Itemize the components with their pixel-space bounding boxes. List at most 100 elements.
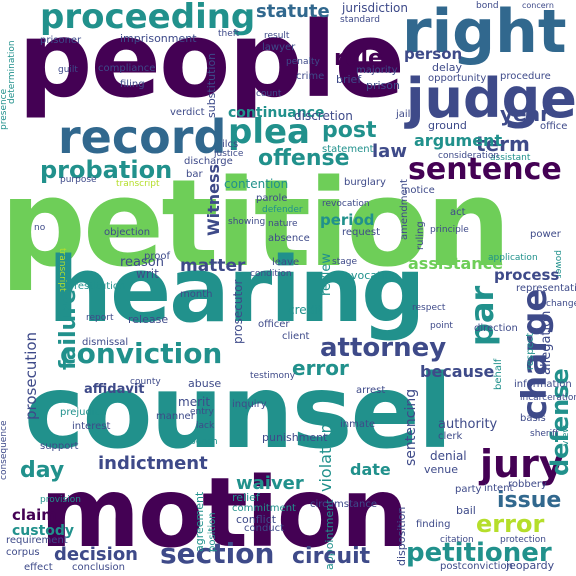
- word-count: consideration: [438, 151, 500, 161]
- word-petition: petition: [0, 155, 511, 294]
- word-jeopardy: jeopardy: [506, 559, 555, 572]
- word-respect: point: [430, 321, 453, 331]
- word-officer: condition: [250, 269, 292, 279]
- word-direction: change: [546, 299, 576, 309]
- word-objection: objection: [104, 227, 151, 238]
- word-prisoner: prisoner: [40, 35, 82, 46]
- word-continuance: continuance: [228, 105, 325, 121]
- word-finding: finding: [416, 519, 451, 530]
- word-assistance: assistance: [408, 254, 504, 273]
- word-law: law: [372, 141, 407, 162]
- word-month: leave: [272, 257, 300, 268]
- word-term: term: [476, 132, 530, 156]
- word-jurisdiction: jurisdiction: [342, 1, 408, 15]
- word-custody: custody: [12, 523, 75, 539]
- word-no: no: [34, 223, 46, 233]
- word-provision: provision: [40, 495, 81, 505]
- word-consideration: assistant: [490, 153, 531, 163]
- word-hearing: hearing: [48, 238, 426, 343]
- word-bail: bail: [456, 504, 476, 517]
- word-showing: showing: [228, 217, 266, 227]
- word-lack: lack: [196, 421, 215, 431]
- word-absence: absence: [268, 233, 310, 244]
- word-theft: theft: [218, 29, 240, 39]
- word-inquiry: inquiry: [232, 399, 267, 410]
- word-basis: information: [514, 379, 572, 390]
- word-support: support: [40, 441, 79, 452]
- word-corpus: corpus: [6, 547, 40, 558]
- word-reason: reason: [120, 255, 164, 270]
- word-clerk: clerk: [438, 431, 463, 442]
- word-proceeding: proceeding: [40, 0, 256, 37]
- word-act: principle: [430, 225, 469, 235]
- word-jail: jail: [396, 109, 411, 120]
- word-conduct: conduct: [244, 523, 285, 534]
- word-credit: credit: [288, 303, 323, 317]
- word-abuse: abuse: [188, 377, 222, 390]
- word-restitution: restitution: [74, 281, 126, 292]
- word-behalf: respect: [412, 303, 446, 313]
- word-opportunity: opportunity: [428, 73, 487, 84]
- word-judge: judge: [406, 67, 576, 130]
- word-bench: report: [86, 313, 114, 323]
- word-verdict: verdict: [170, 107, 205, 118]
- word-procedure: procedure: [500, 71, 551, 82]
- word-matter: matter: [180, 256, 246, 276]
- word-Witness: Witness: [204, 163, 223, 236]
- word-standard: standard: [340, 15, 380, 25]
- word-delay: delay: [432, 61, 463, 74]
- word-principle: ruling: [415, 221, 426, 250]
- word-filing: filing: [120, 79, 145, 90]
- word-ilcs: ilcs: [222, 139, 239, 150]
- word-failure: failure: [56, 289, 81, 370]
- word-justice: justice: [214, 149, 244, 159]
- word-sentence: sentence: [408, 152, 562, 187]
- word-client: month: [180, 289, 213, 300]
- word-request: request: [342, 227, 381, 238]
- word-section: section: [160, 537, 275, 570]
- word-manner: manner: [156, 411, 195, 422]
- word-county: county: [130, 377, 161, 387]
- word-right: right: [402, 0, 567, 67]
- word-appearance: transcript: [57, 248, 67, 292]
- word-concern: concern: [522, 1, 554, 10]
- word-guilt: guilt: [58, 65, 78, 75]
- word-petitioner: petitioner: [406, 538, 552, 568]
- word-probation: probation: [40, 156, 173, 184]
- word-relief: relief: [232, 491, 260, 504]
- word-year: year: [500, 102, 550, 126]
- word-point: direction: [474, 323, 518, 334]
- word-information: respect: [525, 332, 536, 370]
- word-notice: notice: [404, 185, 435, 196]
- word-rule: rule: [334, 46, 383, 71]
- word-indictment: indictment: [98, 453, 208, 474]
- word-victim: citation: [440, 535, 474, 545]
- word-intent: intent: [484, 483, 514, 494]
- word-venue: venue: [424, 463, 458, 476]
- word-incarceration: behalf: [493, 358, 504, 390]
- word-post: post: [322, 118, 377, 143]
- word-arrest: arrest: [356, 385, 386, 396]
- word-protection: protection: [500, 535, 546, 545]
- word-nature: nature: [268, 219, 298, 229]
- word-offense: offense: [258, 146, 350, 171]
- word-crime: crime: [296, 71, 325, 82]
- word-conflict: conflict: [236, 513, 277, 526]
- word-contention: contention: [224, 177, 289, 191]
- word-ground: ground: [428, 119, 467, 132]
- word-majority: majority: [356, 65, 398, 76]
- word-argument: argument: [414, 131, 503, 150]
- word-allegation: allegation: [539, 310, 554, 375]
- word-testimony: testimony: [250, 371, 296, 381]
- word-proof: proof: [144, 251, 170, 262]
- word-entry: entry: [190, 407, 214, 417]
- word-date: date: [350, 460, 391, 479]
- word-motion: motion: [40, 457, 409, 569]
- word-person: person: [404, 45, 463, 63]
- word-writ: writ: [136, 267, 159, 281]
- word-circuit: circuit: [292, 544, 371, 569]
- word-claim: claim: [12, 506, 57, 524]
- word-affidavit: affidavit: [84, 382, 145, 397]
- word-postconviction: postconviction: [440, 561, 513, 572]
